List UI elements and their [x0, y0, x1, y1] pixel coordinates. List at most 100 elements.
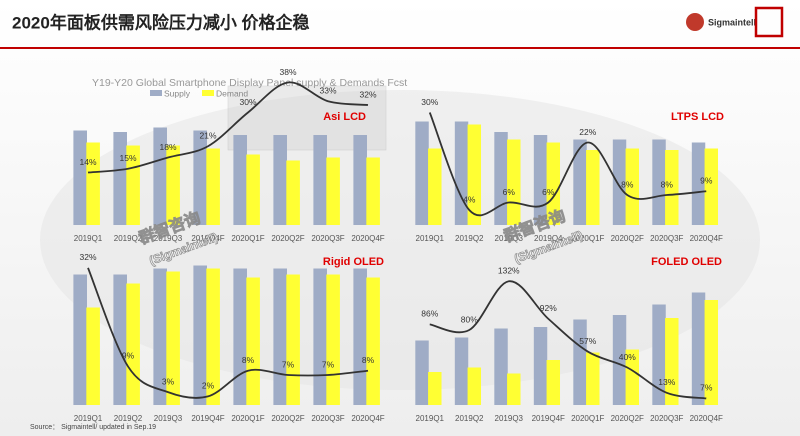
- bar: [573, 319, 587, 405]
- logo-badge: [754, 6, 784, 38]
- data-label: 80%: [461, 314, 478, 324]
- logo-text: Sigmaintell: [708, 17, 756, 27]
- bar: [113, 132, 127, 225]
- bar: [704, 300, 719, 405]
- bar: [652, 304, 666, 405]
- data-label: 9%: [122, 351, 135, 361]
- bar: [467, 124, 482, 225]
- x-tick-label: 2019Q4F: [191, 414, 224, 423]
- bar: [286, 274, 300, 405]
- x-tick-label: 2020Q2F: [271, 414, 304, 423]
- x-tick-label: 2019Q4: [534, 234, 563, 243]
- bar: [625, 349, 640, 405]
- bar: [573, 139, 587, 225]
- x-tick-label: 2020Q3F: [311, 234, 344, 243]
- bar: [206, 268, 220, 405]
- legend-label: Demand: [216, 88, 248, 98]
- x-tick-label: 2020Q3F: [650, 234, 683, 243]
- logo-mark: [686, 13, 704, 31]
- bar: [428, 372, 442, 405]
- trend-line: [429, 280, 707, 400]
- bar: [313, 135, 327, 225]
- bar: [126, 145, 140, 225]
- bar: [326, 274, 340, 405]
- bar: [665, 150, 679, 225]
- source-note: Source： Sigmaintell/ updated in Sep.19: [30, 424, 156, 431]
- x-tick-label: 2019Q3: [495, 414, 524, 423]
- x-tick-label: 2020Q4F: [351, 414, 384, 423]
- data-label: 6%: [503, 187, 516, 197]
- data-label: 4%: [463, 194, 476, 204]
- data-label: 22%: [579, 127, 596, 137]
- x-tick-label: 2019Q4F: [532, 414, 565, 423]
- data-label: 92%: [540, 303, 557, 313]
- bar: [353, 135, 367, 225]
- bar: [625, 148, 640, 225]
- bar: [428, 148, 442, 225]
- data-label: 6%: [542, 187, 555, 197]
- data-label: 9%: [700, 176, 713, 186]
- bar: [353, 268, 367, 405]
- bar: [533, 135, 548, 225]
- data-label: 32%: [79, 252, 96, 262]
- data-label: 7%: [282, 359, 295, 369]
- trend-line: [428, 112, 707, 217]
- bar: [86, 142, 100, 225]
- chart-subtitle: Y19-Y20 Global Smartphone Display Panel …: [92, 77, 407, 89]
- data-label: 14%: [79, 157, 96, 167]
- bar: [233, 268, 247, 405]
- x-tick-label: 2019Q1: [416, 414, 445, 423]
- trend-line: [87, 81, 369, 174]
- bar: [454, 121, 469, 225]
- legend-swatch: [202, 90, 214, 96]
- x-tick-label: 2020Q4F: [351, 234, 384, 243]
- bar: [691, 292, 706, 405]
- bar: [546, 360, 561, 405]
- bar: [415, 340, 429, 405]
- bar: [546, 142, 561, 225]
- data-label: 8%: [661, 179, 674, 189]
- x-tick-label: 2020Q2F: [611, 234, 644, 243]
- bar: [113, 274, 127, 405]
- x-tick-label: 2020Q4F: [690, 414, 723, 423]
- bar: [193, 130, 207, 225]
- data-label: 8%: [621, 179, 634, 189]
- bar: [153, 268, 167, 405]
- x-tick-label: 2019Q4F: [191, 234, 224, 243]
- chart-title: LTPS LCD: [671, 111, 724, 123]
- data-label: 7%: [700, 383, 713, 393]
- bar: [246, 277, 260, 405]
- bar: [273, 268, 287, 405]
- x-tick-label: 2020Q2F: [611, 414, 644, 423]
- x-tick-label: 2020Q1F: [571, 414, 604, 423]
- bar: [586, 150, 600, 225]
- x-tick-label: 2019Q1: [74, 234, 103, 243]
- data-label: 132%: [498, 266, 520, 276]
- data-label: 30%: [421, 97, 438, 107]
- bar: [612, 139, 627, 225]
- bar: [73, 274, 87, 405]
- bar: [366, 157, 380, 225]
- bar: [286, 160, 300, 225]
- legend-swatch: [150, 90, 162, 96]
- x-tick-label: 2019Q2: [114, 234, 143, 243]
- bar: [691, 142, 706, 225]
- data-label: 33%: [319, 86, 336, 96]
- data-label: 38%: [279, 67, 296, 77]
- bar: [193, 265, 207, 405]
- bar: [612, 315, 627, 405]
- bar: [467, 367, 482, 405]
- bar: [704, 148, 719, 225]
- slide-title: 2020年面板供需风险压力减小 价格企稳: [12, 12, 310, 32]
- bar: [166, 271, 180, 405]
- data-label: 40%: [619, 352, 636, 362]
- data-label: 8%: [242, 355, 255, 365]
- bar: [507, 139, 521, 225]
- bar: [652, 139, 666, 225]
- x-tick-label: 2019Q2: [455, 234, 484, 243]
- data-label: 21%: [199, 131, 216, 141]
- data-label: 8%: [362, 355, 375, 365]
- x-tick-label: 2019Q1: [416, 234, 445, 243]
- bar: [233, 135, 247, 225]
